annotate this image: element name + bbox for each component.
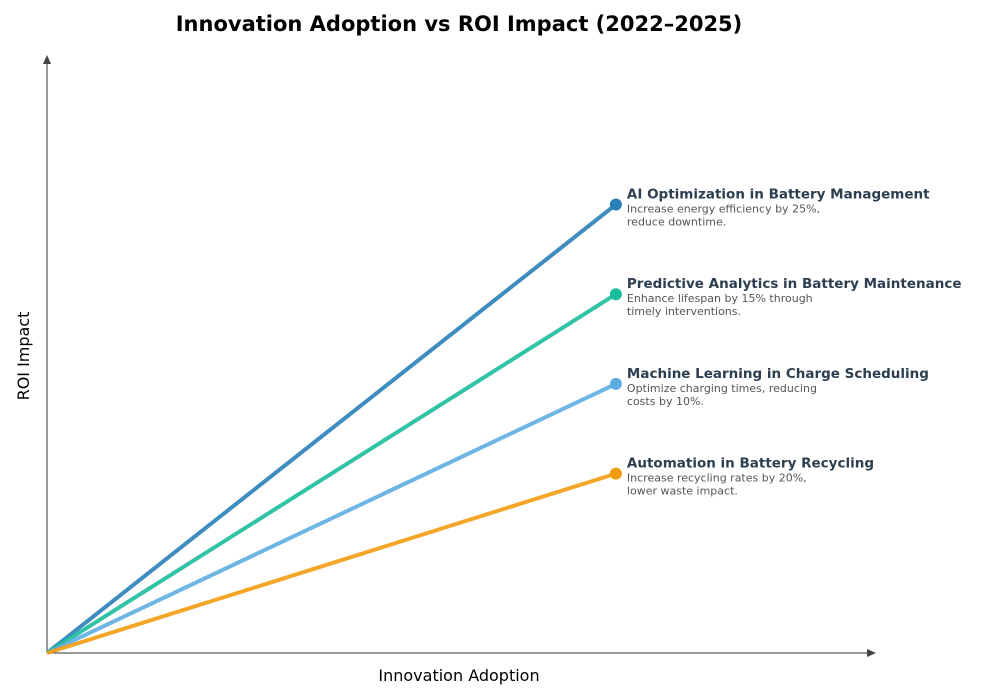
series-description: Increase energy efficiency by 25%, [627, 203, 820, 216]
series-1: Predictive Analytics in Battery Maintena… [45, 276, 962, 655]
series-description: Increase recycling rates by 20%, [627, 472, 807, 485]
series-description: lower waste impact. [627, 485, 738, 498]
series-2: Machine Learning in Charge SchedulingOpt… [46, 366, 929, 655]
series-description: reduce downtime. [627, 216, 726, 229]
series-line [46, 382, 617, 655]
series-3: Automation in Battery RecyclingIncrease … [46, 456, 874, 655]
series-label: Predictive Analytics in Battery Maintena… [627, 276, 962, 292]
series-0: AI Optimization in Battery ManagementInc… [45, 187, 930, 655]
data-point [609, 377, 622, 390]
series-label: AI Optimization in Battery Management [627, 187, 930, 203]
x-axis-label: Innovation Adoption [378, 666, 539, 685]
series-line [45, 202, 618, 655]
series-line [46, 471, 617, 655]
series-line [45, 292, 617, 655]
chart-title: Innovation Adoption vs ROI Impact (2022–… [176, 12, 743, 36]
data-point [609, 288, 622, 301]
y-axis-arrow-icon [43, 55, 51, 64]
data-point [609, 198, 622, 211]
series-description: Enhance lifespan by 15% through [627, 292, 813, 305]
series-description: timely interventions. [627, 305, 741, 318]
series-description: Optimize charging times, reducing [627, 382, 817, 395]
y-axis-label: ROI Impact [14, 312, 33, 401]
series-description: costs by 10%. [627, 395, 704, 408]
y-axis [43, 55, 51, 653]
series-label: Automation in Battery Recycling [627, 456, 874, 472]
x-axis-arrow-icon [867, 649, 876, 657]
series-label: Machine Learning in Charge Scheduling [627, 366, 929, 382]
x-axis [47, 649, 876, 657]
data-point [609, 467, 622, 480]
